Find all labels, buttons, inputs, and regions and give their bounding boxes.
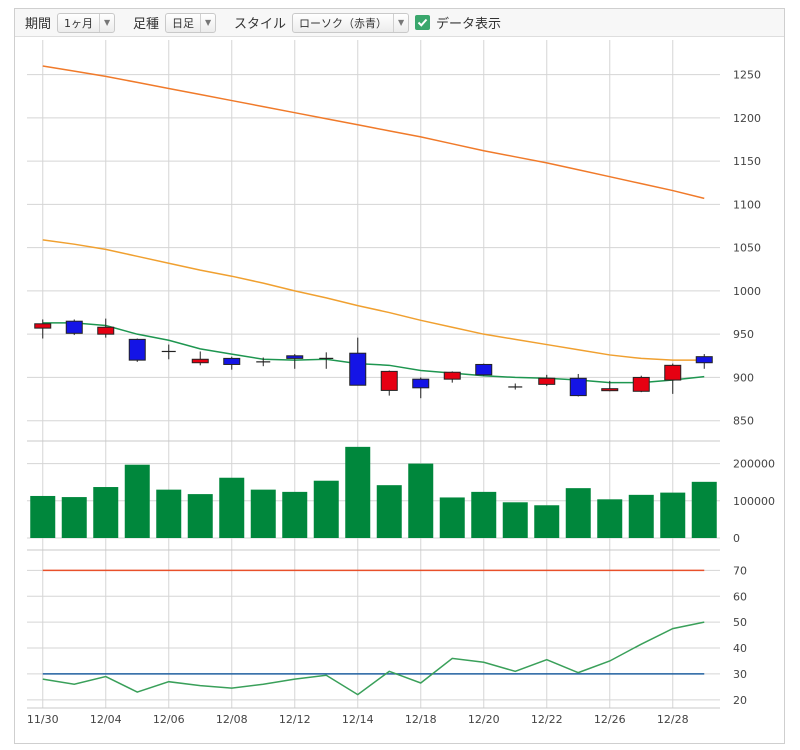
style-label: スタイル <box>234 17 287 32</box>
x-axis-tick-label: 12/28 <box>657 713 689 726</box>
price-axis-tick-label: 1050 <box>733 242 761 255</box>
candle-down <box>569 377 587 397</box>
volume-bar <box>502 502 528 538</box>
candle-down <box>475 363 493 376</box>
volume-bar <box>376 485 402 538</box>
candle-down <box>349 352 367 386</box>
price-axis-tick-label: 950 <box>733 328 754 341</box>
candle-up <box>632 376 650 392</box>
volume-bar <box>660 492 686 538</box>
candle-up <box>443 371 461 380</box>
period-label: 期間 <box>25 17 52 32</box>
x-axis-tick-label: 12/08 <box>216 713 248 726</box>
x-axis-tick-label: 12/14 <box>342 713 374 726</box>
chart-toolbar: 期間 1ヶ月 ▼ 足種 日足 ▼ スタイル ローソク（赤青） ▼ データ表示 <box>15 9 784 37</box>
x-axis-tick-label: 12/26 <box>594 713 626 726</box>
price-axis-tick-label: 1200 <box>733 112 761 125</box>
x-axis-tick-label: 12/12 <box>279 713 311 726</box>
volume-bar <box>219 477 245 538</box>
volume-axis-tick-label: 0 <box>733 532 740 545</box>
x-axis-tick-label: 12/20 <box>468 713 500 726</box>
candle-up <box>601 388 619 392</box>
volume-bar <box>156 489 182 538</box>
price-axis-tick-label: 900 <box>733 371 754 384</box>
volume-bar <box>187 494 213 538</box>
volume-bar <box>691 481 717 538</box>
chevron-down-icon: ▼ <box>393 13 408 32</box>
period-select[interactable]: 1ヶ月 ▼ <box>57 12 116 33</box>
volume-bar <box>565 488 591 538</box>
price-axis-tick-label: 1100 <box>733 198 761 211</box>
volume-bar <box>345 446 371 538</box>
rsi-axis-tick-label: 20 <box>733 694 747 707</box>
check-icon <box>417 18 428 27</box>
volume-bar <box>30 495 56 538</box>
volume-bar <box>471 491 497 538</box>
rsi-axis-tick-label: 30 <box>733 668 747 681</box>
ma-long-line <box>42 65 705 200</box>
rsi-axis-tick-label: 40 <box>733 642 747 655</box>
volume-bar <box>534 505 560 538</box>
volume-axis-tick-label: 100000 <box>733 495 775 508</box>
period-select-value: 1ヶ月 <box>64 16 94 30</box>
show-data-checkbox[interactable] <box>415 15 431 30</box>
foot-label: 足種 <box>133 17 160 32</box>
candle-up <box>34 323 52 329</box>
chart-widget: 期間 1ヶ月 ▼ 足種 日足 ▼ スタイル ローソク（赤青） ▼ データ表示 <box>14 8 785 744</box>
price-axis-tick-label: 1150 <box>733 155 761 168</box>
volume-bar <box>61 497 87 538</box>
candle-down <box>65 320 83 334</box>
volume-bar <box>313 480 339 538</box>
volume-axis-tick-label: 200000 <box>733 458 775 471</box>
rsi-line <box>42 621 705 696</box>
volume-bar <box>282 491 308 538</box>
style-select[interactable]: ローソク（赤青） ▼ <box>292 12 410 33</box>
candle-down <box>695 356 713 364</box>
candle-up <box>380 370 398 391</box>
rsi-axis-tick-label: 60 <box>733 590 747 603</box>
volume-bar <box>124 464 150 538</box>
chevron-down-icon: ▼ <box>99 13 114 32</box>
volume-bar <box>408 463 434 538</box>
candle-up <box>191 358 209 364</box>
x-axis-tick-label: 12/04 <box>90 713 122 726</box>
candle-up <box>664 364 682 381</box>
volume-bar <box>439 497 465 538</box>
candle-down <box>286 355 304 359</box>
x-axis-tick-label: 12/22 <box>531 713 563 726</box>
candle-up <box>538 377 556 385</box>
foot-select[interactable]: 日足 ▼ <box>165 12 217 33</box>
x-axis-tick-label: 12/18 <box>405 713 437 726</box>
style-select-value: ローソク（赤青） <box>299 16 388 30</box>
price-axis-tick-label: 1000 <box>733 285 761 298</box>
x-axis-tick-label: 12/06 <box>153 713 185 726</box>
candle-down <box>223 357 241 365</box>
price-axis-tick-label: 850 <box>733 415 754 428</box>
ma-mid-line <box>42 239 705 361</box>
volume-bar <box>628 494 654 538</box>
candle-down <box>412 378 430 389</box>
volume-bar <box>597 499 623 538</box>
foot-select-value: 日足 <box>172 16 195 30</box>
volume-bar <box>250 489 276 538</box>
rsi-axis-tick-label: 70 <box>733 564 747 577</box>
show-data-label: データ表示 <box>436 17 502 32</box>
volume-bar <box>93 487 119 538</box>
chevron-down-icon: ▼ <box>200 13 215 32</box>
price-axis-tick-label: 1250 <box>733 69 761 82</box>
candle-up <box>97 326 115 335</box>
ma-short-line <box>42 322 705 384</box>
rsi-axis-tick-label: 50 <box>733 616 747 629</box>
candle-down <box>128 338 146 361</box>
x-axis-tick-label: 11/30 <box>27 713 59 726</box>
